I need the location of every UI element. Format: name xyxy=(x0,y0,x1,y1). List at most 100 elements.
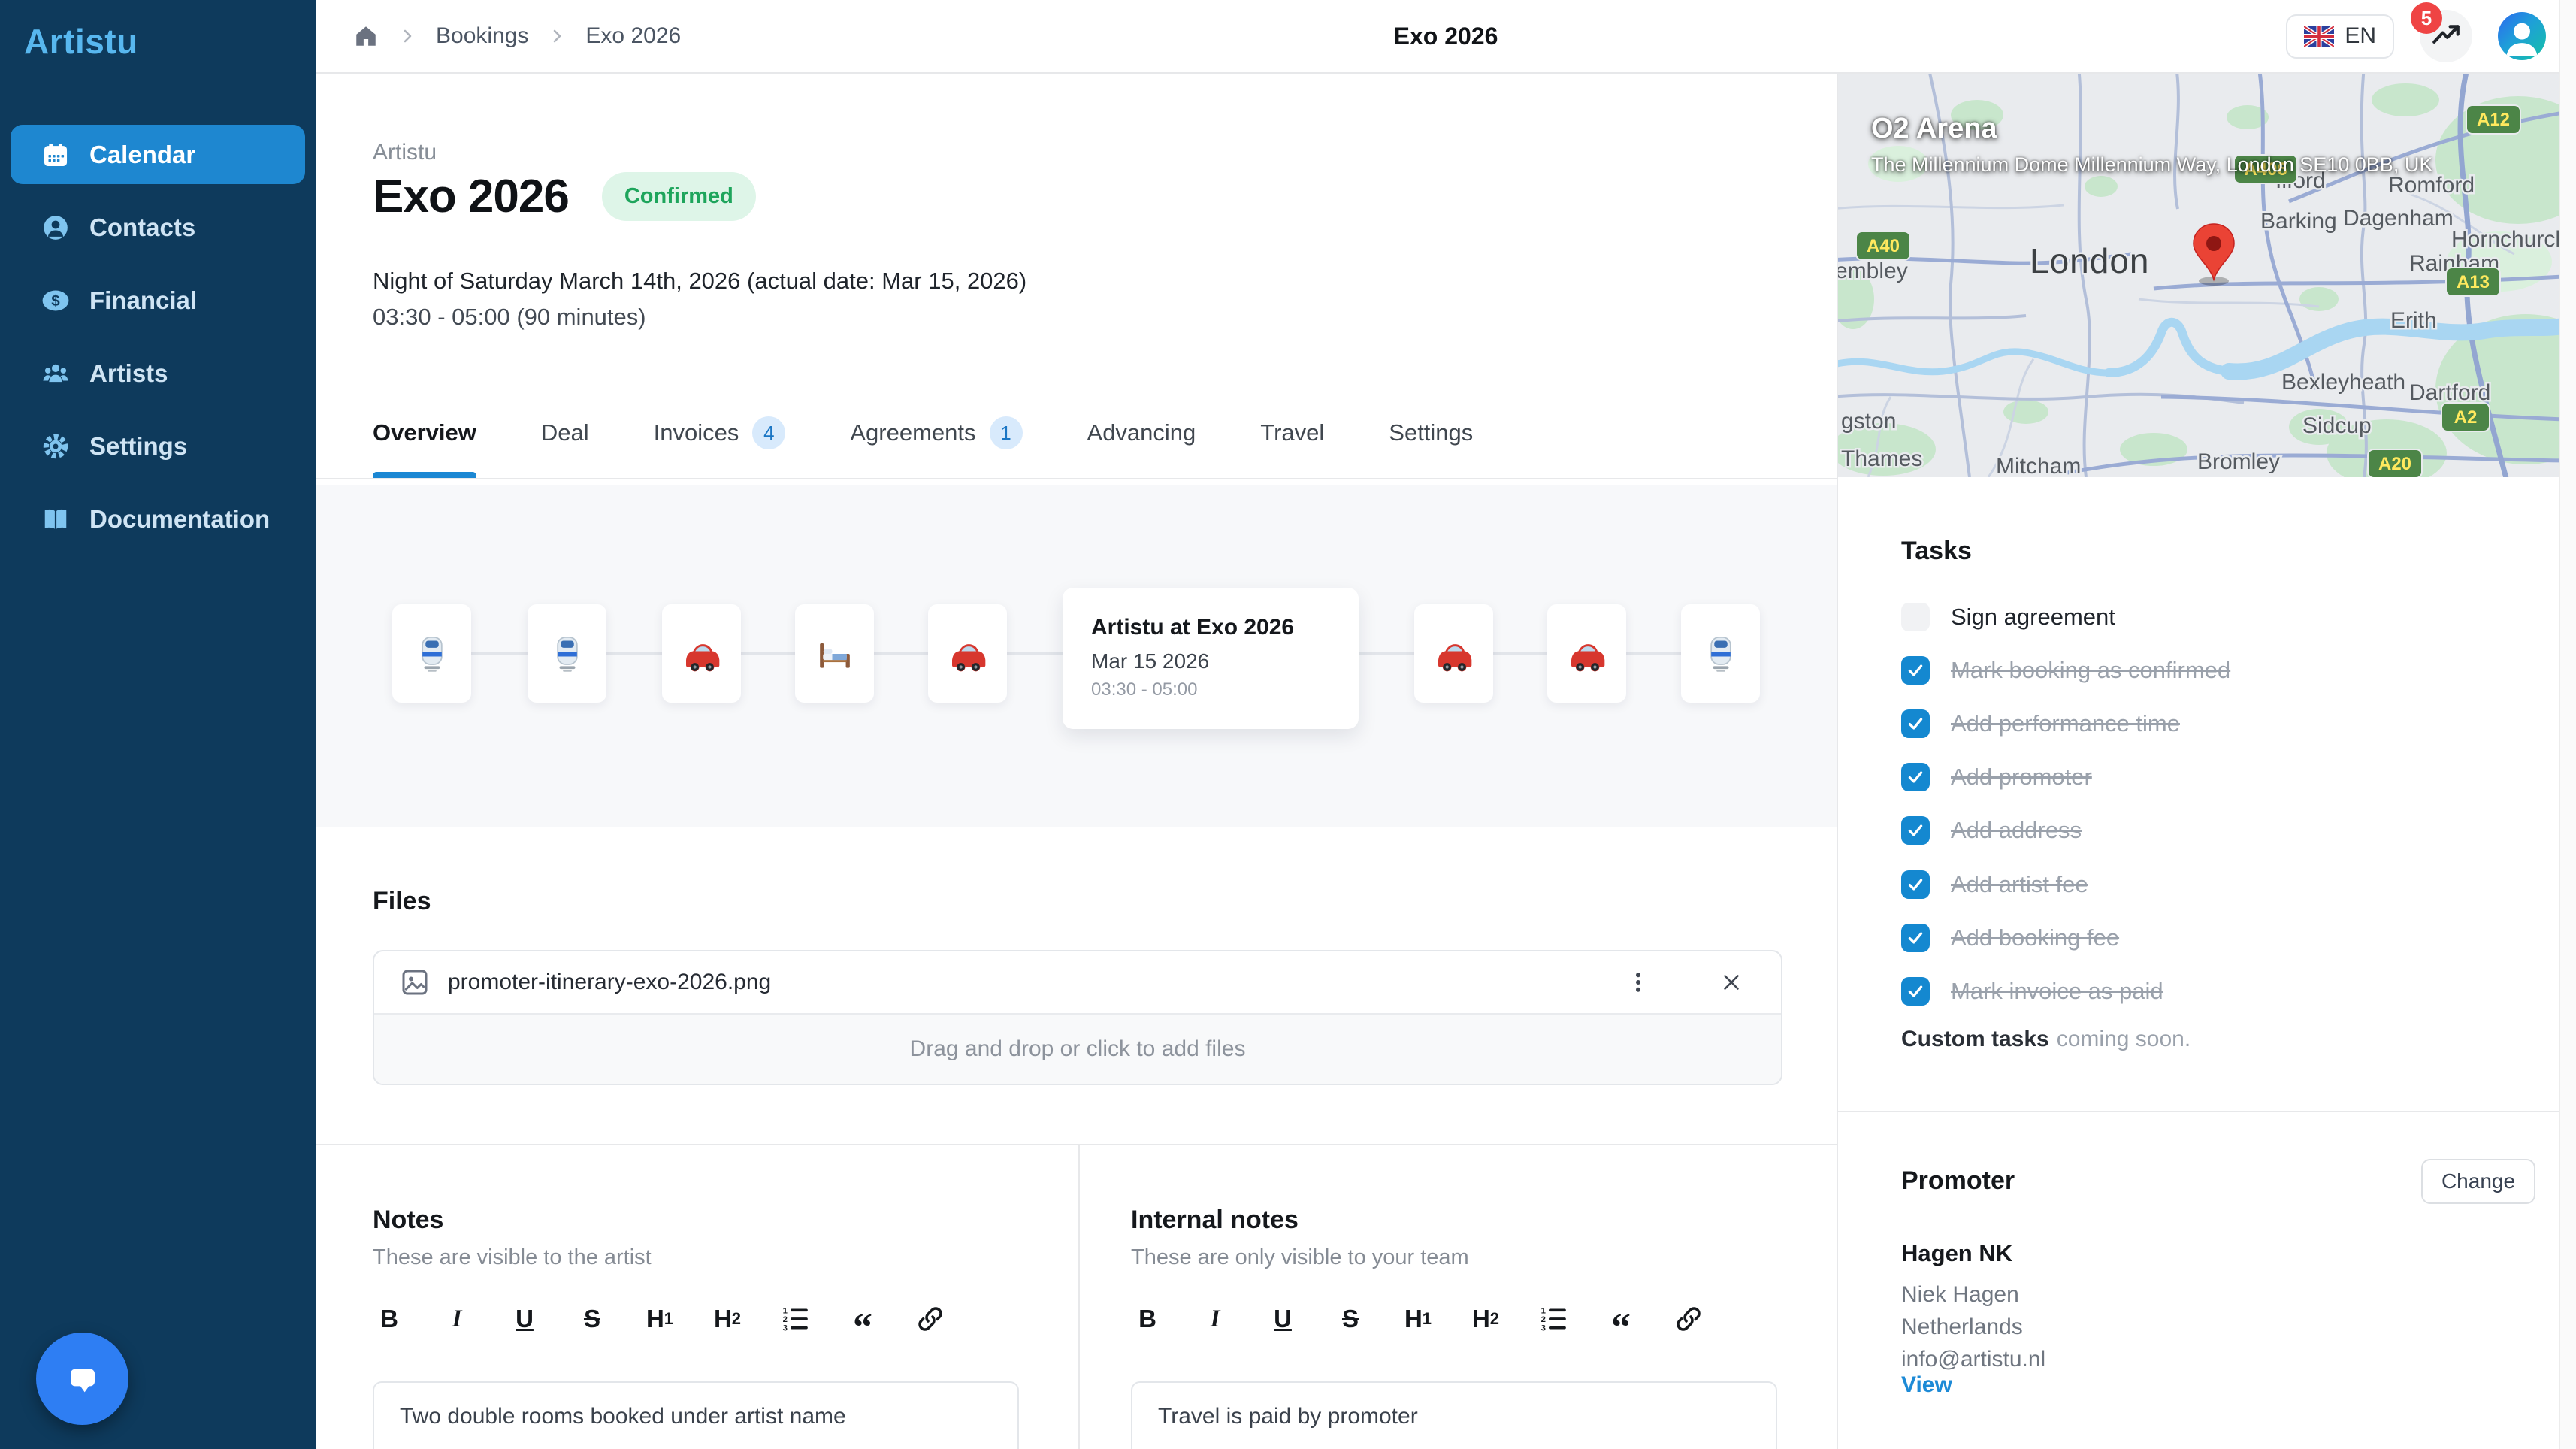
notification-badge: 5 xyxy=(2411,2,2442,34)
tab-agreements[interactable]: Agreements1 xyxy=(850,404,1022,478)
tab-overview[interactable]: Overview xyxy=(373,404,476,478)
promoter-contact: Niek Hagen xyxy=(1901,1282,2019,1308)
calendar-icon xyxy=(41,141,70,169)
timeline-item-car[interactable] xyxy=(662,604,741,703)
language-button[interactable]: EN xyxy=(2286,14,2394,59)
file-dropzone[interactable]: Drag and drop or click to add files xyxy=(374,1015,1781,1084)
checkbox-unchecked-icon[interactable] xyxy=(1901,603,1930,631)
task-mark-booking-confirmed[interactable]: Mark booking as confirmed xyxy=(1901,654,2230,687)
map-shield-a20: A20 xyxy=(2378,454,2411,474)
map-label-dartford: Dartford xyxy=(2409,380,2490,405)
underline-button[interactable]: U xyxy=(508,1302,541,1336)
task-add-artist-fee[interactable]: Add artist fee xyxy=(1901,868,2088,901)
tab-label: Agreements xyxy=(850,419,975,446)
tab-advancing[interactable]: Advancing xyxy=(1087,404,1196,478)
sidebar-item-financial[interactable]: $ Financial xyxy=(11,271,305,330)
ordered-list-button[interactable]: 123 xyxy=(779,1302,812,1336)
h2-sub: 2 xyxy=(1490,1309,1499,1329)
car-icon xyxy=(1566,633,1608,675)
task-add-promoter[interactable]: Add promoter xyxy=(1901,761,2092,794)
home-icon[interactable] xyxy=(353,23,379,49)
invoices-count-badge: 4 xyxy=(752,416,785,449)
sidebar-nav: Calendar Contacts $ Financial Artists Se… xyxy=(0,125,316,562)
tab-invoices[interactable]: Invoices4 xyxy=(654,404,786,478)
file-row[interactable]: promoter-itinerary-exo-2026.png xyxy=(374,951,1781,1015)
bold-button[interactable]: B xyxy=(373,1302,406,1336)
task-add-booking-fee[interactable]: Add booking fee xyxy=(1901,921,2119,954)
breadcrumb-current[interactable]: Exo 2026 xyxy=(585,23,681,49)
timeline-item-car[interactable] xyxy=(1414,604,1493,703)
breadcrumb-bookings[interactable]: Bookings xyxy=(436,23,528,49)
app-logo[interactable]: Artistu xyxy=(24,21,138,62)
svg-text:2: 2 xyxy=(783,1315,788,1324)
blockquote-button[interactable]: “ xyxy=(846,1302,879,1336)
svg-text:3: 3 xyxy=(783,1324,788,1333)
task-sign-agreement[interactable]: Sign agreement xyxy=(1901,600,2115,634)
link-button[interactable] xyxy=(1672,1302,1705,1336)
promoter-heading: Promoter xyxy=(1901,1166,2015,1196)
contact-icon xyxy=(41,213,70,242)
timeline-item-car[interactable] xyxy=(928,604,1007,703)
user-avatar[interactable] xyxy=(2498,12,2546,60)
checkbox-checked-icon[interactable] xyxy=(1901,924,1930,952)
tab-deal[interactable]: Deal xyxy=(541,404,589,478)
internal-notes-input[interactable]: Travel is paid by promoter xyxy=(1131,1381,1777,1449)
main-content: Artistu Exo 2026 Confirmed Night of Satu… xyxy=(316,74,1838,1449)
view-promoter-link[interactable]: View xyxy=(1901,1372,1952,1398)
timeline-event-card[interactable]: Artistu at Exo 2026 Mar 15 2026 03:30 - … xyxy=(1063,588,1359,729)
file-remove-button[interactable] xyxy=(1715,966,1748,999)
link-button[interactable] xyxy=(914,1302,947,1336)
tab-travel[interactable]: Travel xyxy=(1260,404,1324,478)
checkbox-checked-icon[interactable] xyxy=(1901,977,1930,1006)
checkbox-checked-icon[interactable] xyxy=(1901,709,1930,738)
bold-button[interactable]: B xyxy=(1131,1302,1164,1336)
heading2-button[interactable]: H2 xyxy=(711,1302,744,1336)
task-mark-invoice-paid[interactable]: Mark invoice as paid xyxy=(1901,975,2163,1008)
sidebar-item-label: Artists xyxy=(89,359,168,388)
link-icon xyxy=(915,1304,945,1334)
timeline-item-train[interactable] xyxy=(528,604,606,703)
sidebar-item-documentation[interactable]: Documentation xyxy=(11,489,305,549)
chat-bubble-icon xyxy=(59,1355,107,1403)
task-add-address[interactable]: Add address xyxy=(1901,814,2082,847)
heading2-button[interactable]: H2 xyxy=(1469,1302,1502,1336)
sidebar-item-artists[interactable]: Artists xyxy=(11,343,305,403)
italic-button[interactable]: I xyxy=(440,1302,473,1336)
task-label: Add address xyxy=(1951,817,2082,844)
heading1-button[interactable]: H1 xyxy=(643,1302,676,1336)
task-add-performance-time[interactable]: Add performance time xyxy=(1901,707,2180,740)
tab-label: Settings xyxy=(1389,419,1473,446)
tab-settings[interactable]: Settings xyxy=(1389,404,1473,478)
activity-button[interactable]: 5 xyxy=(2420,10,2472,62)
h1-sub: 1 xyxy=(664,1309,673,1329)
sidebar-item-calendar[interactable]: Calendar xyxy=(11,125,305,184)
h2-label: H xyxy=(714,1305,732,1333)
file-menu-button[interactable] xyxy=(1622,966,1655,999)
blockquote-button[interactable]: “ xyxy=(1604,1302,1637,1336)
sidebar-item-contacts[interactable]: Contacts xyxy=(11,198,305,257)
strikethrough-button[interactable]: S xyxy=(576,1302,609,1336)
checkbox-checked-icon[interactable] xyxy=(1901,816,1930,845)
heading1-button[interactable]: H1 xyxy=(1401,1302,1435,1336)
car-icon xyxy=(947,633,989,675)
timeline-item-hotel[interactable] xyxy=(795,604,874,703)
gear-icon xyxy=(41,432,70,461)
chat-button[interactable] xyxy=(36,1333,128,1425)
page-scrollbar[interactable] xyxy=(2559,0,2576,1449)
notes-input[interactable]: Two double rooms booked under artist nam… xyxy=(373,1381,1019,1449)
change-promoter-button[interactable]: Change xyxy=(2421,1159,2535,1204)
checkbox-checked-icon[interactable] xyxy=(1901,656,1930,685)
strikethrough-button[interactable]: S xyxy=(1334,1302,1367,1336)
sidebar-item-settings[interactable]: Settings xyxy=(11,416,305,476)
italic-button[interactable]: I xyxy=(1199,1302,1232,1336)
underline-button[interactable]: U xyxy=(1266,1302,1299,1336)
timeline-item-train[interactable] xyxy=(392,604,471,703)
timeline-item-train[interactable] xyxy=(1681,604,1760,703)
venue-map[interactable]: London embley gston Thames Mitcham Broml… xyxy=(1838,74,2559,477)
ordered-list-button[interactable]: 123 xyxy=(1537,1302,1570,1336)
timeline-item-car[interactable] xyxy=(1547,604,1626,703)
map-label-thames: Thames xyxy=(1841,446,1922,471)
checkbox-checked-icon[interactable] xyxy=(1901,763,1930,791)
checkbox-checked-icon[interactable] xyxy=(1901,870,1930,899)
file-name: promoter-itinerary-exo-2026.png xyxy=(448,970,771,995)
